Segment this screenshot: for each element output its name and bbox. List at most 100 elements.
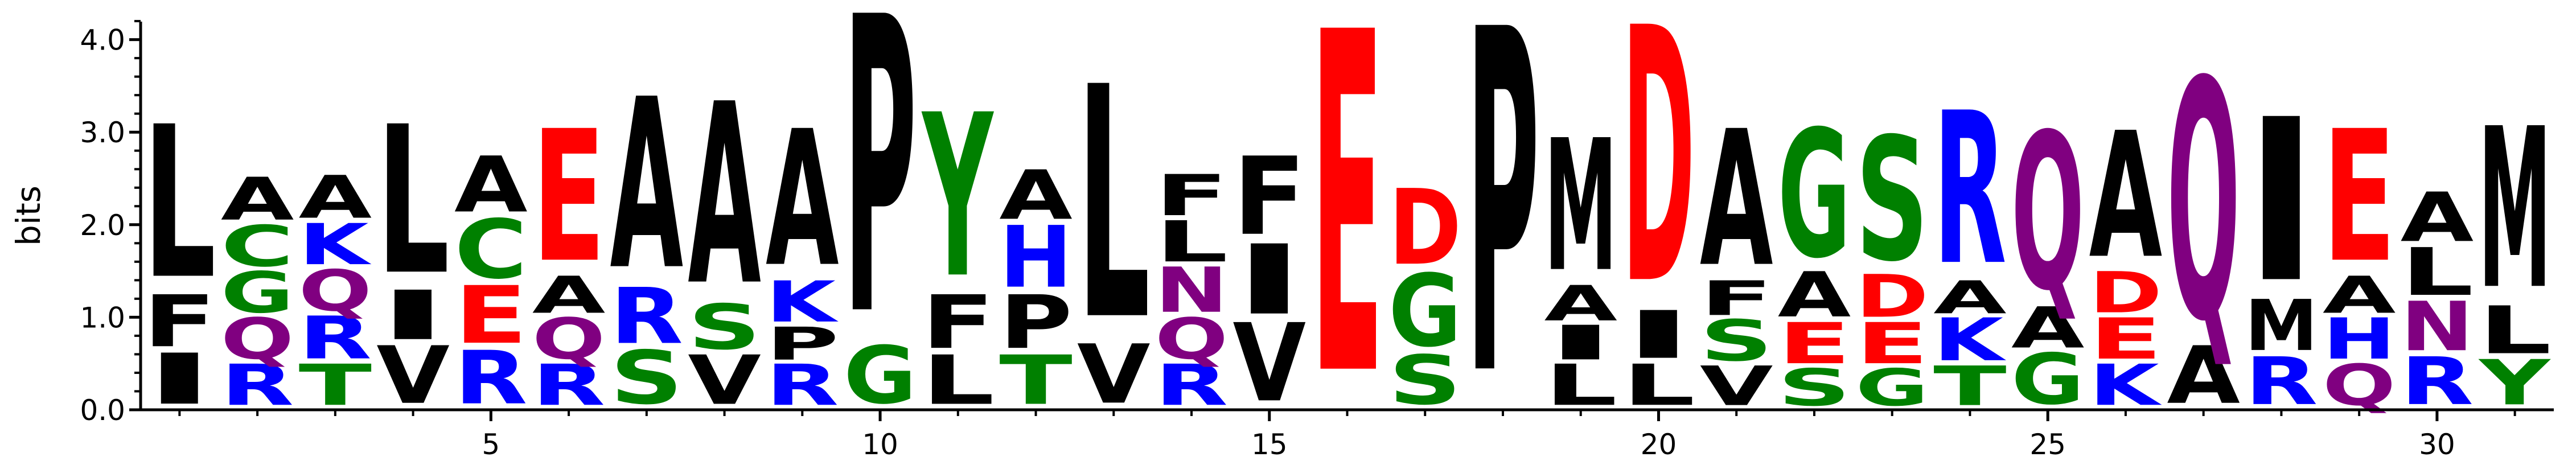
letter-s: S [1778,359,1851,418]
letter-d: D [2089,260,2163,326]
letter-s: S [610,335,684,421]
letter-v: V [1700,355,1773,418]
y-tick-label: 3.0 [80,116,125,149]
letter-e: E [454,270,528,362]
letter-q: Q [532,306,606,372]
letter-a: A [766,92,840,308]
letter-p: P [999,280,1073,365]
letter-q: Q [1155,306,1229,372]
letter-e: E [1778,311,1851,376]
letter-r: R [2245,343,2318,419]
axes: 0.0 1.0 2.0 3.0 4.0 5 10 15 20 25 30 [80,20,2554,461]
x-tick-label: 30 [2419,428,2455,461]
letter-e: E [2089,306,2163,372]
x-tick-label: 5 [482,428,500,461]
letter-i: I [2245,72,2318,332]
letter-a: A [1933,271,2007,324]
letter-f: F [1155,163,1229,228]
letter-a: A [610,49,684,322]
letter-r: R [454,336,528,421]
letter-q: Q [299,258,372,324]
letter-e: E [532,92,606,303]
letter-s: S [688,291,761,364]
letter-l: L [376,84,450,320]
letter-f: F [922,280,995,365]
y-tick-label: 1.0 [80,301,125,334]
letter-a: A [299,163,372,232]
letter-a: A [454,141,528,230]
letter-l: L [1155,209,1229,275]
y-tick-label: 2.0 [80,209,125,242]
letter-k: K [766,269,839,335]
letter-a: A [2167,330,2240,422]
y-tick-label: 0.0 [80,394,125,427]
letter-f: F [1232,135,1306,260]
letter-g: G [2011,339,2085,421]
letter-s: S [1700,308,1773,374]
letter-v: V [376,330,450,422]
letter-a: A [2401,179,2474,257]
letter-r: R [1933,68,2007,311]
letter-a: A [999,157,1073,235]
letter-i: I [1544,315,1617,371]
letter-g: G [844,330,917,421]
letter-k: K [2089,353,2162,419]
letter-f: F [1700,271,1773,327]
y-tick-label: 4.0 [80,24,125,57]
letter-n: N [2401,287,2474,367]
letter-d: D [1622,0,1695,362]
letter-l: L [2478,293,2552,369]
letter-l: L [1622,352,1695,418]
letter-d: D [1855,263,1929,331]
letter-r: R [532,353,606,418]
letter-s: S [1388,341,1462,420]
letter-l: L [143,82,216,326]
letter-q: Q [2323,353,2396,419]
y-axis-label: bits [9,186,48,246]
letter-q: Q [2011,88,2085,338]
letter-t: T [1933,355,2007,418]
letter-i: I [1622,297,1695,373]
letter-i: I [143,339,216,420]
letter-m: M [2478,82,2552,339]
letter-r: R [1155,353,1229,418]
letter-l: L [1544,352,1617,418]
letter-a: A [688,51,762,340]
letter-p: P [766,318,839,371]
letter-d: D [1388,167,1462,289]
letter-e: E [1310,0,1384,465]
letter-v: V [1232,301,1306,426]
letter-l: L [2401,234,2474,310]
letter-y: Y [2478,347,2552,419]
letter-f: F [143,280,216,363]
letter-g: G [1855,359,1929,418]
letter-l: L [922,341,995,420]
letter-y: Y [921,67,995,328]
letter-n: N [1155,254,1229,327]
letter-p: P [1466,0,1540,465]
letter-r: R [221,353,294,418]
letter-a: A [2323,266,2396,325]
letter-g: G [1778,93,1851,297]
letter-e: E [1855,311,1929,376]
letter-g: G [1388,254,1462,369]
letter-c: C [454,203,528,297]
x-tick-label: 20 [1641,428,1677,461]
letter-i: I [376,276,450,355]
letter-k: K [299,212,372,278]
x-tick-label: 15 [1251,428,1288,461]
letter-k: K [1933,306,2006,374]
letter-m: M [1544,102,1617,312]
letter-p: P [844,0,917,405]
letter-r: R [2401,343,2474,419]
letter-h: H [999,208,1073,307]
letter-r: R [610,271,684,361]
letter-q: Q [221,306,294,372]
letter-e: E [2323,92,2396,303]
letter-a: A [2011,295,2085,361]
letter-a: A [221,165,294,233]
letter-a: A [1778,260,1851,332]
letter-r: R [766,353,839,418]
